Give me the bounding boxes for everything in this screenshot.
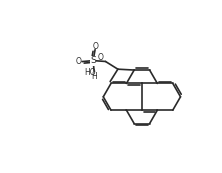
Text: H: H: [91, 71, 97, 80]
Text: O: O: [97, 53, 103, 62]
Text: O: O: [75, 57, 81, 66]
Text: O: O: [93, 42, 99, 51]
Text: S: S: [90, 56, 96, 65]
Text: HO: HO: [84, 68, 96, 77]
